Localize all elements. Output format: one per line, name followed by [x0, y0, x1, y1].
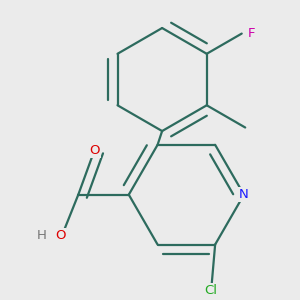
Text: F: F: [248, 27, 256, 40]
Text: O: O: [89, 144, 100, 157]
Text: Cl: Cl: [205, 284, 218, 298]
Text: O: O: [55, 229, 65, 242]
Text: N: N: [239, 188, 249, 201]
Text: H: H: [37, 229, 47, 242]
